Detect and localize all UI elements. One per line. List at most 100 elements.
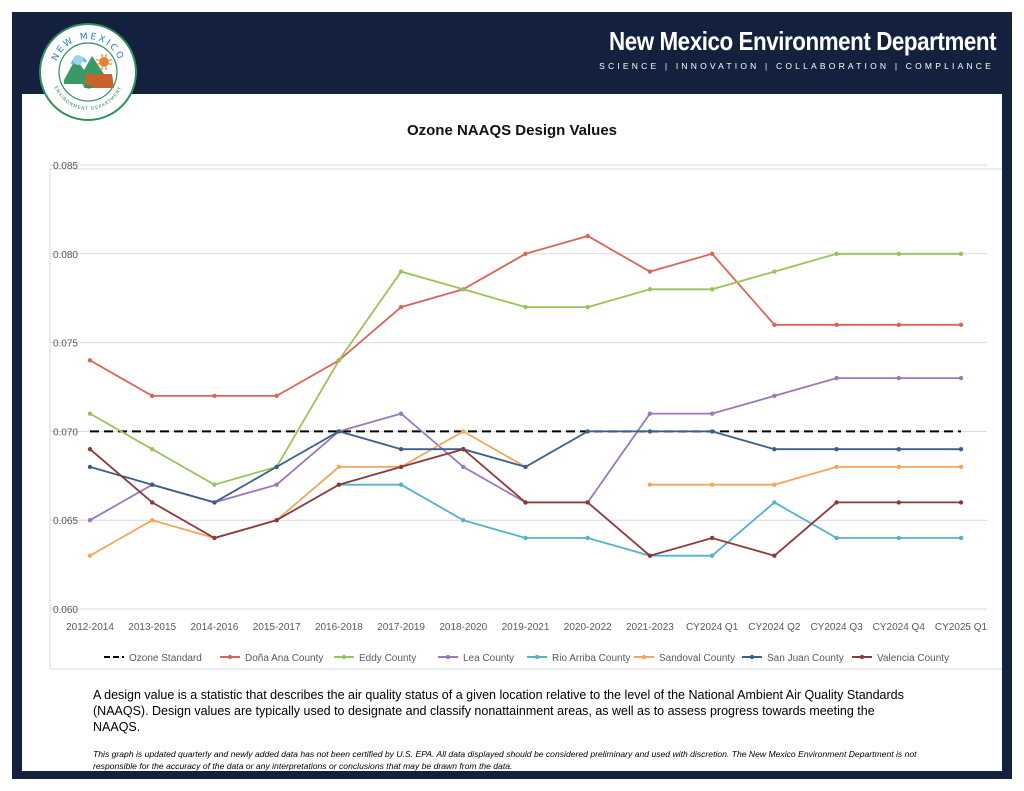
data-point-do-a-ana-county	[896, 322, 901, 328]
data-point-rio-arriba-county	[958, 535, 964, 541]
y-tick-label: 0.070	[53, 427, 78, 438]
data-point-rio-arriba-county	[585, 535, 590, 541]
data-point-lea-county	[87, 518, 93, 523]
design-value-description: A design value is a statistic that descr…	[93, 688, 904, 734]
data-point-do-a-ana-county	[834, 322, 839, 328]
data-point-do-a-ana-county	[772, 322, 777, 328]
y-tick-label: 0.075	[53, 339, 78, 350]
data-point-do-a-ana-county	[585, 233, 590, 239]
page-header: New Mexico Environment Department SCIENC…	[12, 12, 1012, 94]
data-point-san-juan-county	[647, 429, 653, 434]
data-point-lea-county	[398, 411, 404, 416]
data-point-lea-county	[647, 411, 653, 416]
x-tick-label: CY2024 Q1	[686, 622, 739, 633]
data-point-eddy-county	[398, 269, 404, 274]
data-point-sandoval-county	[709, 482, 715, 487]
x-tick-label: CY2024 Q4	[873, 622, 926, 633]
data-point-do-a-ana-county	[709, 251, 715, 256]
data-point-san-juan-county	[896, 446, 901, 452]
legend-label-eddy-county: Eddy County	[359, 653, 416, 664]
legend-label-san-juan-county: San Juan County	[767, 653, 844, 664]
y-tick-label: 0.085	[53, 161, 78, 172]
data-point-valencia-county	[896, 500, 901, 505]
data-point-san-juan-county	[772, 446, 777, 452]
page-frame: New Mexico Environment Department SCIENC…	[12, 12, 1012, 779]
data-point-valencia-county	[585, 500, 590, 505]
data-point-sandoval-county	[150, 518, 155, 523]
data-point-eddy-county	[150, 446, 155, 452]
data-point-rio-arriba-county	[398, 482, 404, 487]
data-point-san-juan-county	[212, 500, 217, 505]
data-point-valencia-county	[398, 464, 404, 470]
legend-marker-do-a-ana-county	[227, 654, 233, 660]
data-point-eddy-county	[336, 358, 342, 363]
x-tick-label: 2012-2014	[66, 622, 114, 633]
y-tick-label: 0.065	[53, 516, 78, 527]
x-tick-label: CY2024 Q3	[810, 622, 863, 633]
data-point-valencia-county	[772, 553, 777, 558]
data-point-rio-arriba-county	[709, 553, 715, 558]
data-point-valencia-county	[834, 500, 839, 505]
data-point-san-juan-county	[834, 446, 839, 452]
data-point-eddy-county	[834, 251, 839, 256]
data-point-san-juan-county	[585, 429, 590, 434]
x-tick-label: 2014-2016	[191, 622, 239, 633]
y-tick-label: 0.080	[53, 250, 78, 261]
data-point-do-a-ana-county	[398, 304, 404, 310]
data-point-san-juan-county	[958, 446, 964, 452]
chart-border	[49, 168, 1002, 670]
legend-label-rio-arriba-county: Rio Arriba County	[552, 653, 630, 664]
data-point-rio-arriba-county	[523, 535, 528, 541]
data-point-valencia-county	[274, 518, 279, 523]
data-point-sandoval-county	[87, 553, 93, 558]
data-point-do-a-ana-county	[274, 393, 279, 399]
data-point-eddy-county	[709, 287, 715, 292]
data-point-lea-county	[709, 411, 715, 416]
legend-marker-valencia-county	[859, 654, 865, 660]
data-point-rio-arriba-county	[834, 535, 839, 541]
data-point-san-juan-county	[709, 429, 715, 434]
data-point-valencia-county	[150, 500, 155, 505]
content-panel: Ozone NAAQS Design Values 0.060 0.065 0.07…	[22, 94, 1002, 771]
data-point-rio-arriba-county	[896, 535, 901, 541]
data-point-rio-arriba-county	[461, 518, 466, 523]
data-point-rio-arriba-county	[772, 500, 777, 505]
legend-label-ozone-standard: Ozone Standard	[129, 653, 202, 664]
legend-label-valencia-county: Valencia County	[877, 653, 949, 664]
data-point-eddy-county	[647, 287, 653, 292]
data-point-lea-county	[772, 393, 777, 399]
data-point-valencia-county	[709, 535, 715, 541]
x-tick-label: 2015-2017	[253, 622, 301, 633]
data-point-valencia-county	[87, 446, 93, 452]
x-tick-label: CY2024 Q2	[748, 622, 801, 633]
data-point-eddy-county	[87, 411, 93, 416]
y-tick-label: 0.060	[53, 605, 78, 616]
data-point-valencia-county	[461, 446, 466, 452]
legend-label-lea-county: Lea County	[463, 653, 514, 664]
data-point-eddy-county	[958, 251, 964, 256]
x-tick-label: 2018-2020	[439, 622, 487, 633]
data-point-do-a-ana-county	[87, 358, 93, 363]
data-point-valencia-county	[336, 482, 342, 487]
data-disclaimer: This graph is updated quarterly and newl…	[93, 749, 917, 771]
data-point-lea-county	[958, 375, 964, 381]
data-point-eddy-county	[585, 304, 590, 310]
series-line-sandoval-county	[89, 430, 961, 557]
data-point-lea-county	[274, 482, 279, 487]
legend-marker-san-juan-county	[749, 654, 755, 660]
data-point-san-juan-county	[150, 482, 155, 487]
data-point-do-a-ana-county	[212, 393, 217, 399]
data-point-lea-county	[461, 464, 466, 470]
ozone-line-chart: 0.060 0.065 0.070 0.075 0.080 0.085 2012-2014 2…	[49, 161, 1002, 670]
x-tick-label: 2020-2022	[564, 622, 612, 633]
data-point-san-juan-county	[398, 446, 404, 452]
data-point-do-a-ana-county	[958, 322, 964, 328]
legend-marker-lea-county	[445, 654, 451, 660]
data-point-valencia-county	[212, 535, 217, 541]
legend-label-sandoval-county: Sandoval County	[659, 653, 735, 664]
data-point-do-a-ana-county	[523, 251, 528, 256]
data-point-valencia-county	[523, 500, 528, 505]
data-point-sandoval-county	[461, 429, 466, 434]
legend-marker-rio-arriba-county	[534, 654, 540, 660]
data-point-sandoval-county	[896, 464, 901, 470]
